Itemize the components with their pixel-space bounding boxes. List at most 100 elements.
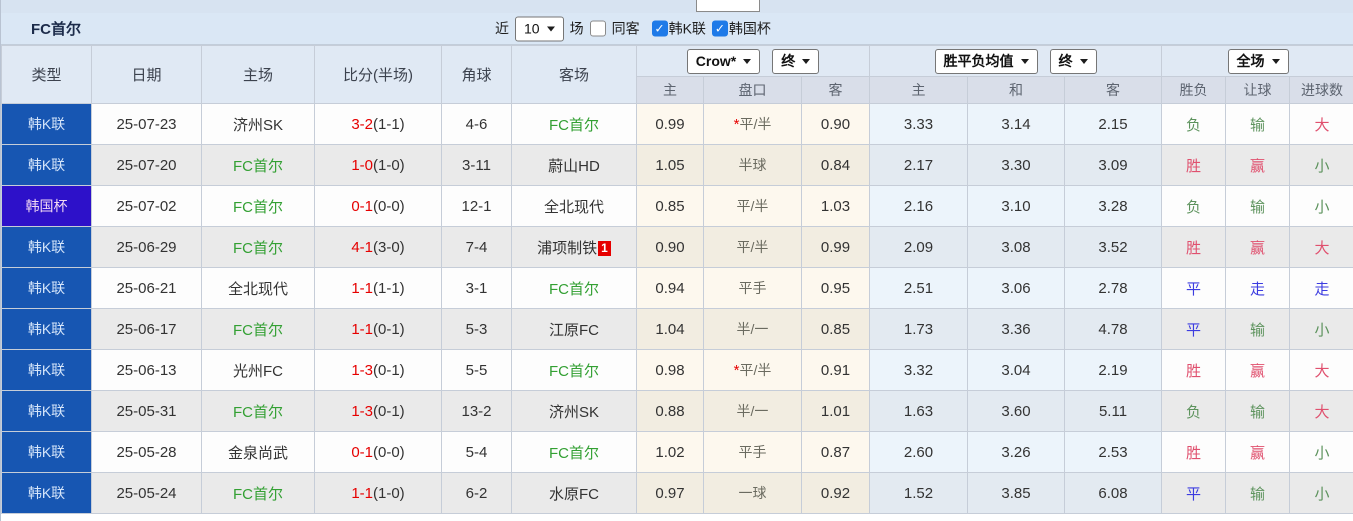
handicap-cell: 半球 — [703, 144, 802, 186]
match-row: 韩K联 25-07-23 济州SK 3-2(1-1) 4-6 FC首尔 0.99… — [1, 103, 1353, 145]
same-venue-checkbox[interactable] — [589, 20, 606, 37]
match-result: 胜 — [1161, 431, 1227, 473]
europe-away-odds: 5.11 — [1063, 390, 1163, 432]
handicap-line: 半/一 — [736, 403, 769, 419]
home-team-cell: 济州SK — [201, 103, 315, 145]
away-team-name: 全北现代 — [543, 198, 604, 216]
europe-home-odds: 1.73 — [869, 308, 968, 350]
bottom-filler — [1, 514, 1353, 521]
home-team-cell: FC首尔 — [201, 144, 315, 186]
handicap-line: 半球 — [738, 157, 767, 173]
odds-time-select[interactable]: 终 — [772, 48, 820, 74]
score-cell: 0-1(0-0) — [314, 185, 442, 227]
home-team-name: FC首尔 — [233, 403, 283, 421]
handicap-cell: 平/半 — [703, 226, 802, 268]
chevron-down-icon — [802, 58, 811, 64]
score-cell: 4-1(3-0) — [314, 226, 442, 268]
league-type-cell: 韩K联 — [1, 390, 92, 432]
fulltime-score: 0-1 — [351, 197, 373, 215]
match-date: 25-05-28 — [91, 431, 202, 473]
handicap-result: 输 — [1225, 308, 1291, 350]
chevron-down-icon — [546, 26, 555, 31]
asian-home-odds: 0.85 — [636, 185, 704, 227]
match-date: 25-07-20 — [91, 144, 202, 186]
sub-header-goals: 进球数 — [1289, 76, 1353, 104]
europe-draw-odds: 3.04 — [967, 349, 1065, 391]
sub-header-eu-home: 主 — [869, 76, 968, 104]
europe-time-select[interactable]: 终 — [1049, 48, 1097, 74]
europe-avg-select[interactable]: 胜平负均值 — [934, 48, 1038, 74]
europe-draw-odds: 3.26 — [967, 431, 1065, 473]
team-rank-badge: 1 — [598, 240, 611, 256]
asian-odds-group-header: Crow* 终 — [636, 45, 870, 77]
goals-result: 大 — [1289, 226, 1353, 268]
home-team-cell: FC首尔 — [201, 308, 315, 350]
result-scope-select[interactable]: 全场 — [1227, 48, 1289, 74]
handicap-line: 平/半 — [736, 198, 769, 214]
halftime-score: (1-1) — [373, 115, 405, 133]
match-row: 韩K联 25-05-24 FC首尔 1-1(1-0) 6-2 水原FC 0.97… — [1, 472, 1353, 514]
match-date: 25-07-23 — [91, 103, 202, 145]
home-team-name: FC首尔 — [233, 485, 283, 503]
top-strip — [1, 0, 1353, 13]
league-filter-label: 韩K联 — [668, 20, 706, 37]
europe-home-odds: 2.16 — [869, 185, 968, 227]
handicap-line: 平手 — [738, 280, 767, 296]
odds-company-select[interactable]: Crow* — [686, 48, 761, 74]
away-team-name: FC首尔 — [549, 444, 599, 462]
league-checkbox[interactable]: ✓ — [651, 20, 668, 37]
handicap-result: 赢 — [1225, 349, 1291, 391]
chevron-down-icon — [1020, 58, 1029, 64]
match-date: 25-05-24 — [91, 472, 202, 514]
handicap-line: 平/半 — [739, 116, 772, 132]
fulltime-score: 0-1 — [351, 443, 373, 461]
col-header-date: 日期 — [91, 45, 202, 104]
europe-away-odds: 3.52 — [1063, 226, 1163, 268]
asian-away-odds: 0.90 — [801, 103, 870, 145]
europe-away-odds: 2.15 — [1063, 103, 1163, 145]
score-cell: 1-1(1-1) — [314, 267, 442, 309]
away-team-cell: FC首尔 — [511, 431, 637, 473]
cup-checkbox[interactable]: ✓ — [711, 20, 728, 37]
asian-home-odds: 1.05 — [636, 144, 704, 186]
away-team-cell: 浦项制铁 1 — [511, 226, 637, 268]
away-team-cell: FC首尔 — [511, 267, 637, 309]
asian-home-odds: 0.98 — [636, 349, 704, 391]
filter-controls: 近 10 场 同客 ✓ 韩K联 ✓ 韩国杯 — [489, 16, 771, 41]
handicap-result: 赢 — [1225, 144, 1291, 186]
goals-result: 小 — [1289, 431, 1353, 473]
fulltime-score: 1-3 — [351, 402, 373, 420]
match-result: 胜 — [1161, 226, 1227, 268]
recent-count-select[interactable]: 10 — [515, 16, 564, 41]
halftime-score: (1-1) — [373, 279, 405, 297]
handicap-result: 赢 — [1225, 226, 1291, 268]
asian-away-odds: 1.03 — [801, 185, 870, 227]
away-team-cell: 全北现代 — [511, 185, 637, 227]
same-venue-label: 同客 — [611, 20, 640, 37]
home-team-name: FC首尔 — [233, 239, 283, 257]
home-team-name: FC首尔 — [233, 198, 283, 216]
home-team-name: 金泉尚武 — [227, 444, 288, 462]
match-row: 韩K联 25-05-28 金泉尚武 0-1(0-0) 5-4 FC首尔 1.02… — [1, 431, 1353, 473]
handicap-cell: 一球 — [703, 472, 802, 514]
handicap-star: * — [733, 362, 740, 379]
away-team-cell: 蔚山HD — [511, 144, 637, 186]
halftime-score: (0-1) — [373, 402, 405, 420]
goals-result: 小 — [1289, 472, 1353, 514]
europe-away-odds: 2.19 — [1063, 349, 1163, 391]
handicap-star: * — [733, 116, 740, 133]
home-team-cell: 光州FC — [201, 349, 315, 391]
score-cell: 3-2(1-1) — [314, 103, 442, 145]
handicap-result: 输 — [1225, 103, 1291, 145]
home-team-cell: FC首尔 — [201, 226, 315, 268]
chevron-down-icon — [1079, 58, 1088, 64]
home-team-name: FC首尔 — [233, 157, 283, 175]
col-header-corners: 角球 — [441, 45, 512, 104]
europe-home-odds: 1.52 — [869, 472, 968, 514]
league-type-cell: 韩K联 — [1, 349, 92, 391]
europe-home-odds: 2.51 — [869, 267, 968, 309]
col-header-away: 客场 — [511, 45, 637, 104]
match-date: 25-06-17 — [91, 308, 202, 350]
match-result: 负 — [1161, 390, 1227, 432]
europe-draw-odds: 3.08 — [967, 226, 1065, 268]
